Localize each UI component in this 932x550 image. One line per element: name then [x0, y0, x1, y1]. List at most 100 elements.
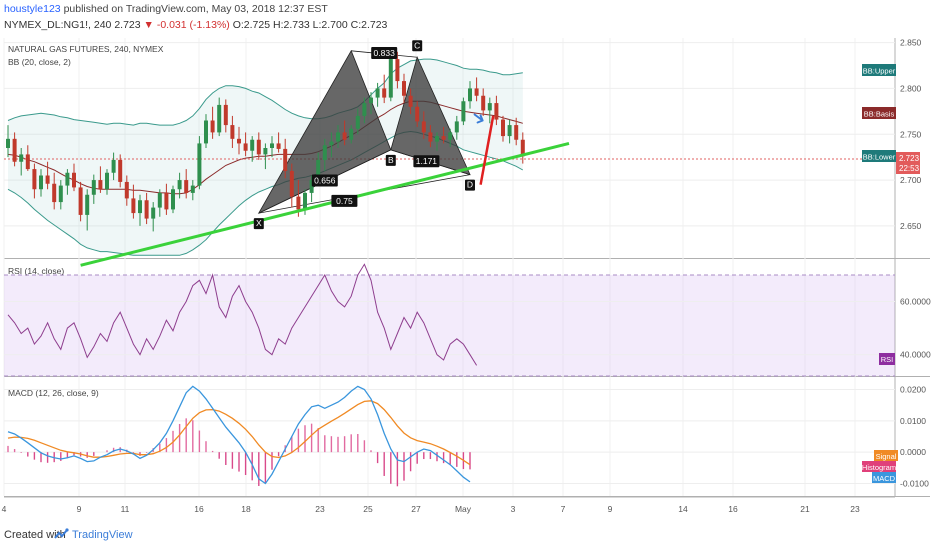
x-tick-label: 4 — [2, 504, 7, 514]
candle-body — [329, 141, 334, 146]
candle-body — [124, 181, 129, 199]
candle-body — [382, 88, 387, 98]
macd-legend-bg — [862, 461, 896, 472]
candle-body — [237, 138, 241, 144]
countdown-text: 22:53 — [899, 164, 920, 173]
tradingview-logo-icon — [54, 528, 69, 539]
chart-header: houstyle123 published on TradingView.com… — [0, 0, 932, 36]
candle-body — [494, 103, 499, 120]
ratio-label-bg — [311, 174, 338, 187]
candle-body — [171, 189, 175, 210]
point-label-C: C — [414, 40, 420, 50]
last-price-tag-text: 2.723 — [899, 154, 920, 163]
x-tick-label: 7 — [561, 504, 566, 514]
candle-body — [98, 180, 103, 190]
candle-body — [157, 192, 162, 208]
support-trendline — [80, 141, 570, 267]
candle-body — [428, 132, 433, 142]
point-label-B: B — [388, 155, 394, 165]
candle-body — [355, 115, 360, 129]
candle-body — [283, 148, 288, 171]
macd-tick-label: 0.0000 — [900, 447, 926, 457]
candle-body — [520, 139, 525, 157]
rsi-tick-label: 60.0000 — [900, 297, 931, 307]
price-tick-label: 2.850 — [900, 38, 922, 48]
candle-body — [25, 154, 30, 170]
price-pane-title: NATURAL GAS FUTURES, 240, NYMEX — [8, 44, 164, 54]
ratio-label: 0.656 — [314, 175, 336, 185]
candle-body — [250, 139, 255, 151]
candle-body — [256, 139, 261, 155]
ratio-label: 0.833 — [374, 48, 396, 58]
price-tick-label: 2.700 — [900, 175, 922, 185]
candle-body — [19, 154, 24, 162]
candle-body — [421, 121, 426, 133]
candle-body — [415, 106, 420, 122]
candle-body — [448, 132, 453, 140]
candle-body — [461, 101, 466, 122]
x-tick-label: 9 — [608, 504, 613, 514]
candle-body — [395, 59, 400, 82]
candle-body — [402, 81, 406, 96]
candle-body — [349, 128, 354, 140]
candle-body — [85, 194, 90, 215]
candle-body — [32, 169, 37, 190]
ratio-label-bg — [413, 155, 440, 168]
point-label-D: D — [467, 180, 473, 190]
candle-body — [111, 159, 116, 173]
rsi-legend: RSI — [881, 355, 894, 364]
author-link[interactable]: houstyle123 — [4, 3, 61, 15]
candle-body — [454, 121, 459, 133]
x-tick-label: 9 — [77, 504, 82, 514]
price-tick-label: 2.800 — [900, 83, 922, 93]
candle-body — [210, 120, 215, 133]
x-tick-label: 25 — [363, 504, 373, 514]
candle-body — [408, 95, 413, 107]
candle-body — [316, 159, 321, 181]
candle-body — [72, 172, 76, 188]
projection-line — [479, 115, 495, 185]
candle-body — [441, 136, 446, 140]
footer: Created with TradingView — [0, 522, 932, 550]
candle-body — [230, 125, 235, 139]
signal-line — [7, 400, 471, 466]
x-tick-label: 23 — [315, 504, 325, 514]
candle-body — [138, 200, 142, 214]
candle-body — [45, 175, 50, 184]
candle-body — [243, 143, 248, 151]
candle-body — [487, 103, 492, 111]
price-tick-label: 2.650 — [900, 221, 922, 231]
x-tick-label: 27 — [411, 504, 421, 514]
ratio-label-bg — [331, 194, 358, 207]
price-change: ▼ -0.031 (-1.13%) — [143, 19, 230, 31]
tradingview-brand[interactable]: TradingView — [72, 529, 133, 541]
bb-label-bg — [862, 150, 896, 162]
point-label-bg — [253, 218, 264, 230]
pane-bg-2 — [4, 377, 895, 496]
bb-label-bg — [862, 64, 896, 76]
bb-scale-label: BB:Upper — [863, 67, 896, 76]
candle-body — [296, 196, 301, 210]
x-tick-label: 11 — [121, 504, 130, 514]
point-label-bg — [385, 154, 396, 166]
price-tick-label: 2.750 — [900, 129, 922, 139]
direction-arrow-icon — [473, 113, 484, 124]
macd-tick-label: 0.0100 — [900, 416, 926, 426]
candle-body — [270, 143, 274, 148]
candle-body — [197, 143, 202, 186]
rsi-pane: 40.0000 60.0000 RSI (14, close) RSI — [4, 263, 931, 377]
candle-body — [322, 145, 327, 160]
candle-body — [362, 103, 367, 116]
candle-body — [177, 180, 182, 190]
bb-label-bg — [862, 107, 896, 119]
ohlc-values: O:2.725 H:2.733 L:2.700 C:2.723 — [232, 19, 388, 31]
candle-body — [164, 192, 169, 210]
macd-line — [7, 385, 471, 485]
macd-pane-title: MACD (12, 26, close, 9) — [8, 388, 99, 398]
rsi-line — [7, 263, 478, 366]
axes: 4 9 11 16 18 23 25 27 May 3 7 9 14 16 21 23 — [2, 38, 930, 514]
candle-body — [336, 132, 340, 142]
chart-canvas[interactable]: 4 9 11 16 18 23 25 27 May 3 7 9 14 16 21 23 2.6502.7002… — [0, 0, 932, 522]
candle-body — [303, 192, 307, 210]
rsi-tick-label: 40.0000 — [900, 350, 931, 360]
